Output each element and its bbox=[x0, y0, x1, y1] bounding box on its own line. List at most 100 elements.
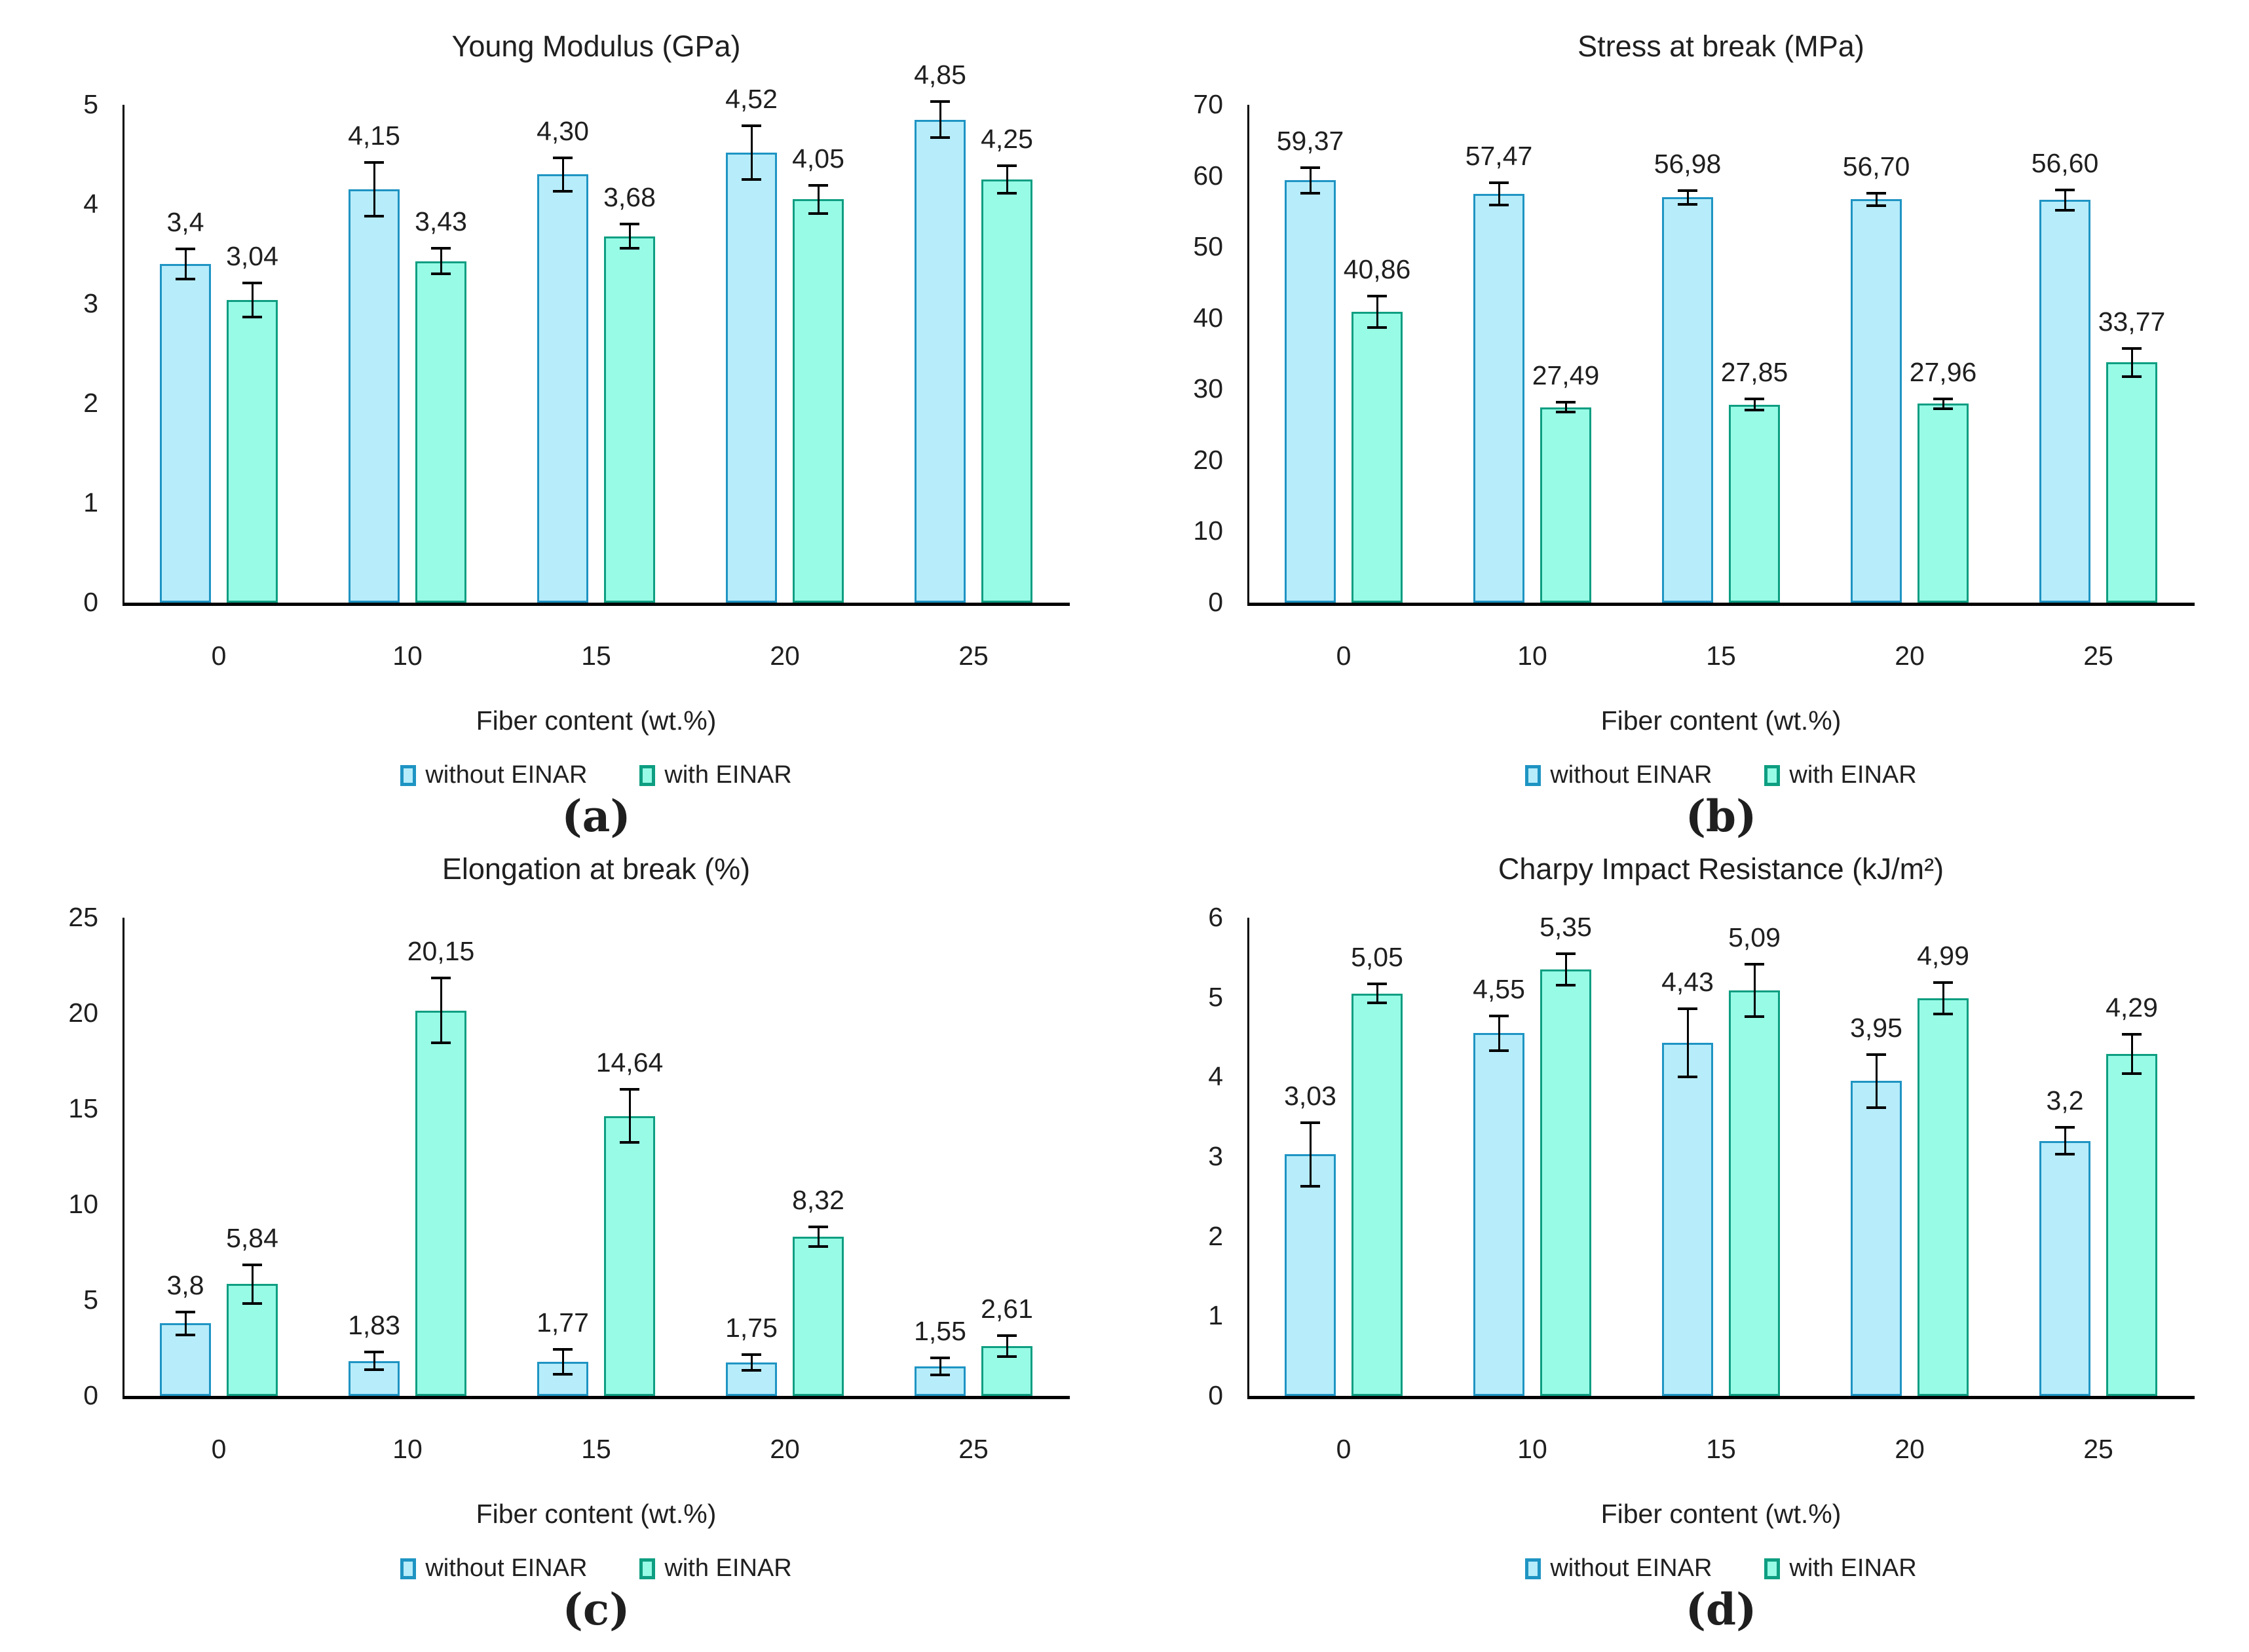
error-bar-cap-bottom bbox=[364, 215, 384, 218]
error-bar-line bbox=[1942, 982, 1944, 1015]
error-bar-cap-bottom bbox=[2055, 1153, 2075, 1156]
error-bar-cap-top bbox=[364, 161, 384, 164]
error-bar-line bbox=[1875, 1055, 1878, 1108]
legend-label: without EINAR bbox=[425, 1554, 588, 1582]
error-bar-cap-bottom bbox=[1866, 1106, 1886, 1109]
y-axis-line bbox=[1247, 918, 1249, 1399]
error-bar-cap-top bbox=[1866, 191, 1886, 195]
y-tick-label: 20 bbox=[68, 998, 98, 1028]
y-tick-label: 15 bbox=[68, 1093, 98, 1123]
x-tick-label: 15 bbox=[1706, 641, 1736, 671]
legend-label: with EINAR bbox=[664, 1554, 792, 1582]
y-axis-line bbox=[123, 918, 124, 1399]
error-bar-cap-bottom bbox=[742, 1368, 761, 1372]
chart-panel-d: Charpy Impact Resistance (kJ/m²) 0 1 2 3 4 5 6… bbox=[1151, 833, 2249, 1651]
error-bar-cap-bottom bbox=[997, 1355, 1017, 1358]
x-tick-label: 25 bbox=[2083, 641, 2113, 671]
error-bar-line bbox=[1564, 402, 1567, 413]
bar-value-label: 3,68 bbox=[603, 182, 656, 213]
y-tick-label: 3 bbox=[83, 288, 98, 318]
chart-title: Stress at break (MPa) bbox=[1578, 29, 1864, 63]
x-tick-label: 20 bbox=[1895, 1434, 1925, 1464]
bar-without-einar bbox=[1285, 180, 1336, 603]
error-bar-cap-bottom bbox=[242, 1302, 262, 1305]
legend-swatch-without-einar-icon bbox=[400, 764, 417, 786]
bar-value-label: 1,83 bbox=[348, 1310, 400, 1341]
error-bar-cap-top bbox=[808, 1226, 828, 1229]
bar-value-label: 4,99 bbox=[1917, 940, 1969, 971]
legend-label: with EINAR bbox=[664, 761, 792, 789]
error-bar-line bbox=[750, 125, 753, 179]
error-bar-cap-bottom bbox=[364, 1368, 384, 1371]
bar-value-label: 4,43 bbox=[1661, 966, 1714, 997]
error-bar-line bbox=[817, 1227, 820, 1247]
y-tick-label: 5 bbox=[1208, 981, 1223, 1012]
error-bar-line bbox=[1498, 1015, 1500, 1051]
error-bar-line bbox=[2064, 1127, 2066, 1155]
bar-value-label: 4,52 bbox=[725, 83, 778, 114]
error-bar-cap-top bbox=[997, 164, 1017, 167]
error-bar-cap-top bbox=[431, 976, 451, 979]
error-bar-cap-top bbox=[1556, 400, 1576, 404]
bar-with-einar bbox=[1729, 990, 1780, 1396]
error-bar-line bbox=[1564, 953, 1567, 986]
bar-value-label: 3,95 bbox=[1850, 1013, 1902, 1043]
bar-without-einar bbox=[160, 264, 211, 603]
error-bar-cap-bottom bbox=[1745, 1015, 1764, 1018]
bar-value-label: 4,05 bbox=[792, 143, 844, 174]
error-bar-cap-bottom bbox=[1933, 1013, 1953, 1016]
bar-without-einar bbox=[1851, 199, 1902, 603]
y-axis-line bbox=[123, 105, 124, 606]
bar-value-label: 3,04 bbox=[226, 241, 278, 272]
error-bar-cap-bottom bbox=[1933, 407, 1953, 411]
y-axis-line bbox=[1247, 105, 1249, 606]
error-bar-cap-bottom bbox=[431, 1042, 451, 1045]
bar-with-einar bbox=[1540, 407, 1591, 603]
error-bar-cap-top bbox=[1556, 952, 1576, 955]
error-bar-cap-top bbox=[553, 1348, 573, 1351]
y-tick-label: 5 bbox=[83, 1285, 98, 1315]
chart-title: Young Modulus (GPa) bbox=[451, 29, 741, 63]
bar-value-label: 4,30 bbox=[537, 115, 589, 146]
legend-item-without-einar: without EINAR bbox=[400, 1554, 587, 1583]
legend-swatch-without-einar-icon bbox=[1525, 764, 1541, 786]
bar-without-einar bbox=[726, 152, 777, 603]
bar-without-einar bbox=[915, 119, 966, 603]
error-bar-cap-top bbox=[242, 282, 262, 285]
x-axis-title: Fiber content (wt.%) bbox=[476, 705, 717, 736]
y-tick-label: 10 bbox=[68, 1189, 98, 1219]
legend: without EINAR with EINAR bbox=[1249, 1554, 2193, 1583]
legend-item-with-einar: with EINAR bbox=[1764, 761, 1917, 789]
legend-item-without-einar: without EINAR bbox=[1525, 761, 1712, 789]
x-axis-line bbox=[1247, 603, 2195, 606]
bar-value-label: 3,4 bbox=[166, 207, 204, 238]
bar-value-label: 8,32 bbox=[792, 1185, 844, 1216]
error-bar-line bbox=[184, 1311, 187, 1335]
panel-caption: (a) bbox=[561, 791, 631, 842]
bar-value-label: 2,61 bbox=[981, 1293, 1033, 1324]
legend: without EINAR with EINAR bbox=[124, 761, 1068, 789]
error-bar-cap-top bbox=[1933, 981, 1953, 984]
error-bar-cap-bottom bbox=[431, 272, 451, 276]
legend-item-without-einar: without EINAR bbox=[1525, 1554, 1712, 1583]
bar-without-einar bbox=[1473, 1033, 1524, 1396]
plot-area: 0 5 10 15 20 25 0 10 15 20 25 3,8 1,83 1,77 1,75 1,55 5,… bbox=[68, 902, 1070, 1464]
error-bar-line bbox=[1376, 983, 1378, 1004]
chart-title: Elongation at break (%) bbox=[442, 852, 751, 886]
legend-label: with EINAR bbox=[1789, 761, 1917, 789]
error-bar-line bbox=[251, 1265, 254, 1304]
legend-label: without EINAR bbox=[425, 761, 588, 789]
bar-with-einar bbox=[2106, 1054, 2157, 1396]
error-bar-cap-top bbox=[176, 1310, 195, 1313]
error-bar-cap-top bbox=[808, 184, 828, 187]
y-tick-label: 3 bbox=[1208, 1141, 1223, 1171]
bar-value-label: 27,85 bbox=[1720, 356, 1788, 387]
y-tick-label: 4 bbox=[83, 189, 98, 219]
error-bar-cap-top bbox=[364, 1351, 384, 1354]
legend-swatch-with-einar-icon bbox=[1764, 1558, 1781, 1579]
bar-with-einar bbox=[227, 299, 278, 603]
error-bar-cap-top bbox=[1300, 1121, 1320, 1124]
panel-caption: (c) bbox=[562, 1584, 630, 1635]
bar-value-label: 27,49 bbox=[1532, 360, 1600, 390]
legend-swatch-without-einar-icon bbox=[400, 1558, 417, 1579]
